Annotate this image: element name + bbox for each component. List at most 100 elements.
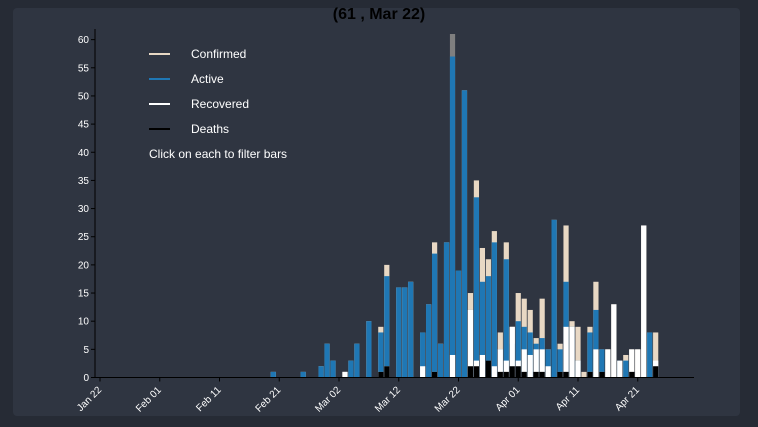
day-bars-48: [623, 354, 629, 378]
y-tick-label: 0: [83, 373, 89, 384]
day-bars-45: [605, 349, 611, 378]
legend[interactable]: Confirmed Active Recovered Deaths Click on e…: [149, 47, 287, 161]
day-bars-36: [551, 219, 557, 378]
active-bar: [449, 56, 456, 378]
deaths-bar: [378, 371, 384, 378]
deaths-bar: [539, 371, 545, 378]
day-bars-52: [647, 332, 653, 378]
x-tick-label: Feb 21: [254, 385, 284, 415]
day-bars-15: [426, 304, 432, 378]
day-bars-41: [581, 371, 587, 378]
active-bar: [473, 197, 480, 378]
x-tick-label: Jan 22: [75, 385, 104, 414]
day-bars-16: [432, 242, 438, 378]
active-bar: [545, 349, 551, 378]
day-bars-3: [324, 343, 330, 378]
day-bars-10: [384, 264, 390, 378]
x-tick-label: Feb 11: [194, 385, 224, 415]
legend-label[interactable]: Deaths: [191, 122, 229, 136]
active-bar: [348, 360, 354, 378]
x-tick-label: Mar 22: [433, 385, 463, 415]
active-bar: [593, 309, 599, 378]
day-bars-51: [641, 225, 647, 378]
legend-label[interactable]: Active: [191, 72, 224, 86]
y-tick-label: 10: [78, 317, 90, 328]
deaths-bar: [557, 371, 563, 378]
day-bars-43: [593, 281, 599, 378]
day-bars-2: [318, 366, 324, 378]
deaths-bar: [497, 371, 503, 378]
y-tick-label: 50: [78, 91, 90, 102]
recovered-bar: [497, 349, 503, 378]
day-bars-19: [449, 34, 456, 378]
day-bars-1: [300, 371, 306, 378]
day-bars-9: [378, 326, 384, 378]
active-bar: [551, 219, 557, 378]
legend-item-recovered[interactable]: Recovered: [149, 97, 249, 111]
active-bar: [408, 281, 414, 378]
y-tick-label: 55: [78, 63, 90, 74]
active-bar: [300, 371, 306, 378]
recovered-bar: [617, 360, 623, 378]
day-bars-38: [563, 225, 569, 378]
active-bar: [354, 343, 360, 378]
active-bar: [270, 371, 276, 378]
day-bars-0: [270, 371, 276, 378]
day-bars-22: [467, 293, 474, 378]
recovered-bar: [342, 371, 348, 378]
active-bar: [527, 332, 533, 378]
x-tick-label: Apr 21: [613, 385, 642, 414]
day-bars-39: [569, 321, 575, 378]
deaths-bar: [629, 371, 635, 378]
active-bar: [455, 270, 462, 378]
active-bar: [402, 287, 408, 378]
day-bars-6: [348, 360, 354, 378]
recovered-bar: [521, 349, 527, 378]
deaths-bar: [503, 371, 509, 378]
deaths-bar: [533, 371, 539, 378]
day-bars-26: [491, 231, 497, 378]
deaths-bar: [473, 366, 480, 378]
legend-label[interactable]: Confirmed: [191, 47, 246, 61]
y-tick-label: 60: [78, 35, 90, 46]
day-bars-32: [527, 309, 533, 378]
x-tick-label: Apr 01: [494, 385, 523, 414]
recovered-bar: [479, 354, 485, 378]
day-bars-24: [479, 247, 485, 378]
active-bar: [378, 332, 384, 378]
deaths-bar: [485, 360, 491, 378]
day-bars-18: [443, 242, 450, 378]
active-bar: [426, 304, 432, 378]
legend-item-active[interactable]: Active: [149, 72, 224, 86]
chart-title: (61 , Mar 22): [332, 6, 426, 23]
chart-panel: [13, 8, 740, 416]
day-bars-31: [521, 298, 527, 378]
day-bars-53: [653, 332, 659, 378]
recovered-bar: [635, 349, 641, 378]
legend-label[interactable]: Recovered: [191, 97, 249, 111]
legend-item-deaths[interactable]: Deaths: [149, 122, 229, 136]
y-tick-label: 45: [78, 120, 90, 131]
active-bar: [599, 349, 605, 378]
active-bar: [491, 242, 497, 378]
confirmed-bar: [575, 326, 581, 378]
confirmed-bar: [653, 332, 659, 378]
day-bars-8: [366, 321, 372, 378]
active-bar: [366, 321, 372, 378]
active-bar: [330, 360, 336, 378]
recovered-bar: [467, 309, 474, 378]
day-bars-4: [330, 360, 336, 378]
deaths-bar: [653, 366, 659, 378]
day-bars-42: [587, 326, 593, 378]
active-bar: [443, 242, 450, 378]
legend-item-confirmed[interactable]: Confirmed: [149, 47, 246, 61]
day-bars-25: [485, 259, 491, 378]
deaths-bar: [432, 371, 438, 378]
active-bar: [623, 360, 629, 378]
recovered-bar: [605, 349, 611, 378]
active-bar: [461, 90, 468, 378]
day-bars-14: [420, 332, 426, 378]
recovered-bar: [503, 360, 509, 378]
day-bars-47: [617, 360, 623, 378]
day-bars-29: [509, 326, 515, 378]
